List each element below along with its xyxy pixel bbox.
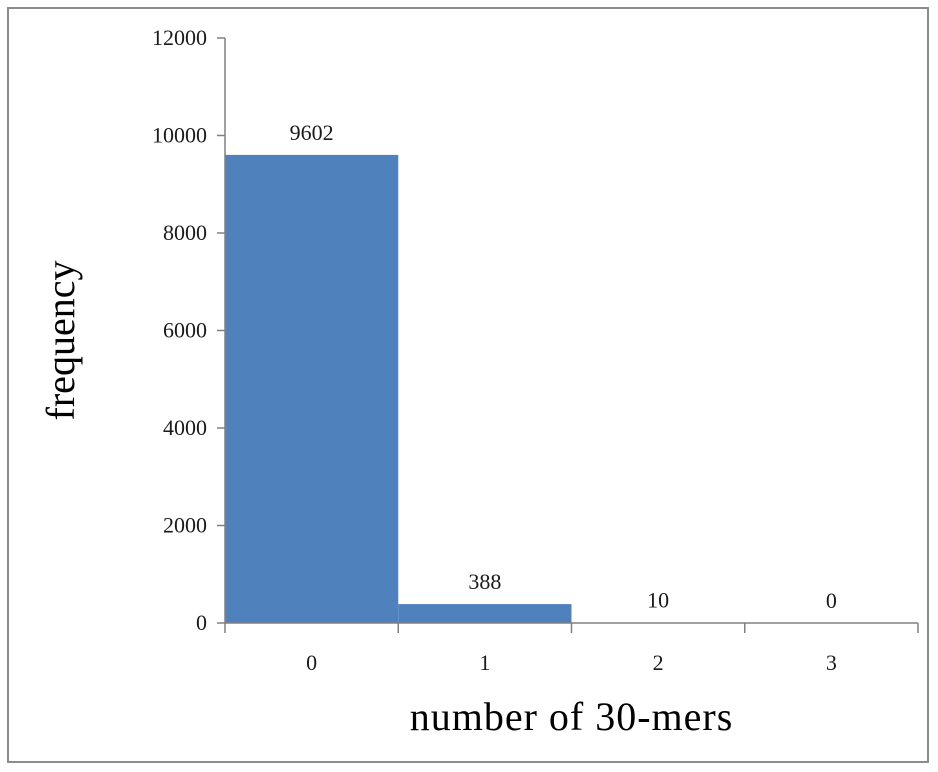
y-axis-ticks: 0 2000 4000 6000 8000 10000 12000 bbox=[152, 25, 225, 635]
bar-1 bbox=[398, 604, 572, 623]
data-label: 9602 bbox=[290, 120, 334, 145]
y-tick-label: 2000 bbox=[163, 513, 207, 538]
data-label: 388 bbox=[468, 569, 501, 594]
x-axis-ticks: 0 1 2 3 bbox=[224, 623, 919, 675]
bar-0 bbox=[225, 154, 399, 623]
y-tick-label: 0 bbox=[196, 610, 207, 635]
x-tick-label: 0 bbox=[306, 650, 317, 675]
y-tick-label: 12000 bbox=[152, 25, 207, 50]
y-tick-label: 8000 bbox=[163, 220, 207, 245]
y-tick-label: 10000 bbox=[152, 123, 207, 148]
x-tick-label: 2 bbox=[653, 650, 664, 675]
bars bbox=[225, 154, 745, 623]
x-tick-label: 1 bbox=[479, 650, 490, 675]
data-labels: 9602 388 10 0 bbox=[290, 120, 837, 613]
y-tick-label: 6000 bbox=[163, 318, 207, 343]
y-tick-label: 4000 bbox=[163, 415, 207, 440]
data-label: 0 bbox=[826, 588, 837, 613]
x-axis-title: number of 30-mers bbox=[410, 694, 734, 739]
y-axis-title: frequency bbox=[38, 261, 83, 421]
chart-frame bbox=[7, 7, 929, 763]
data-label: 10 bbox=[647, 588, 669, 613]
x-tick-label: 3 bbox=[826, 650, 837, 675]
